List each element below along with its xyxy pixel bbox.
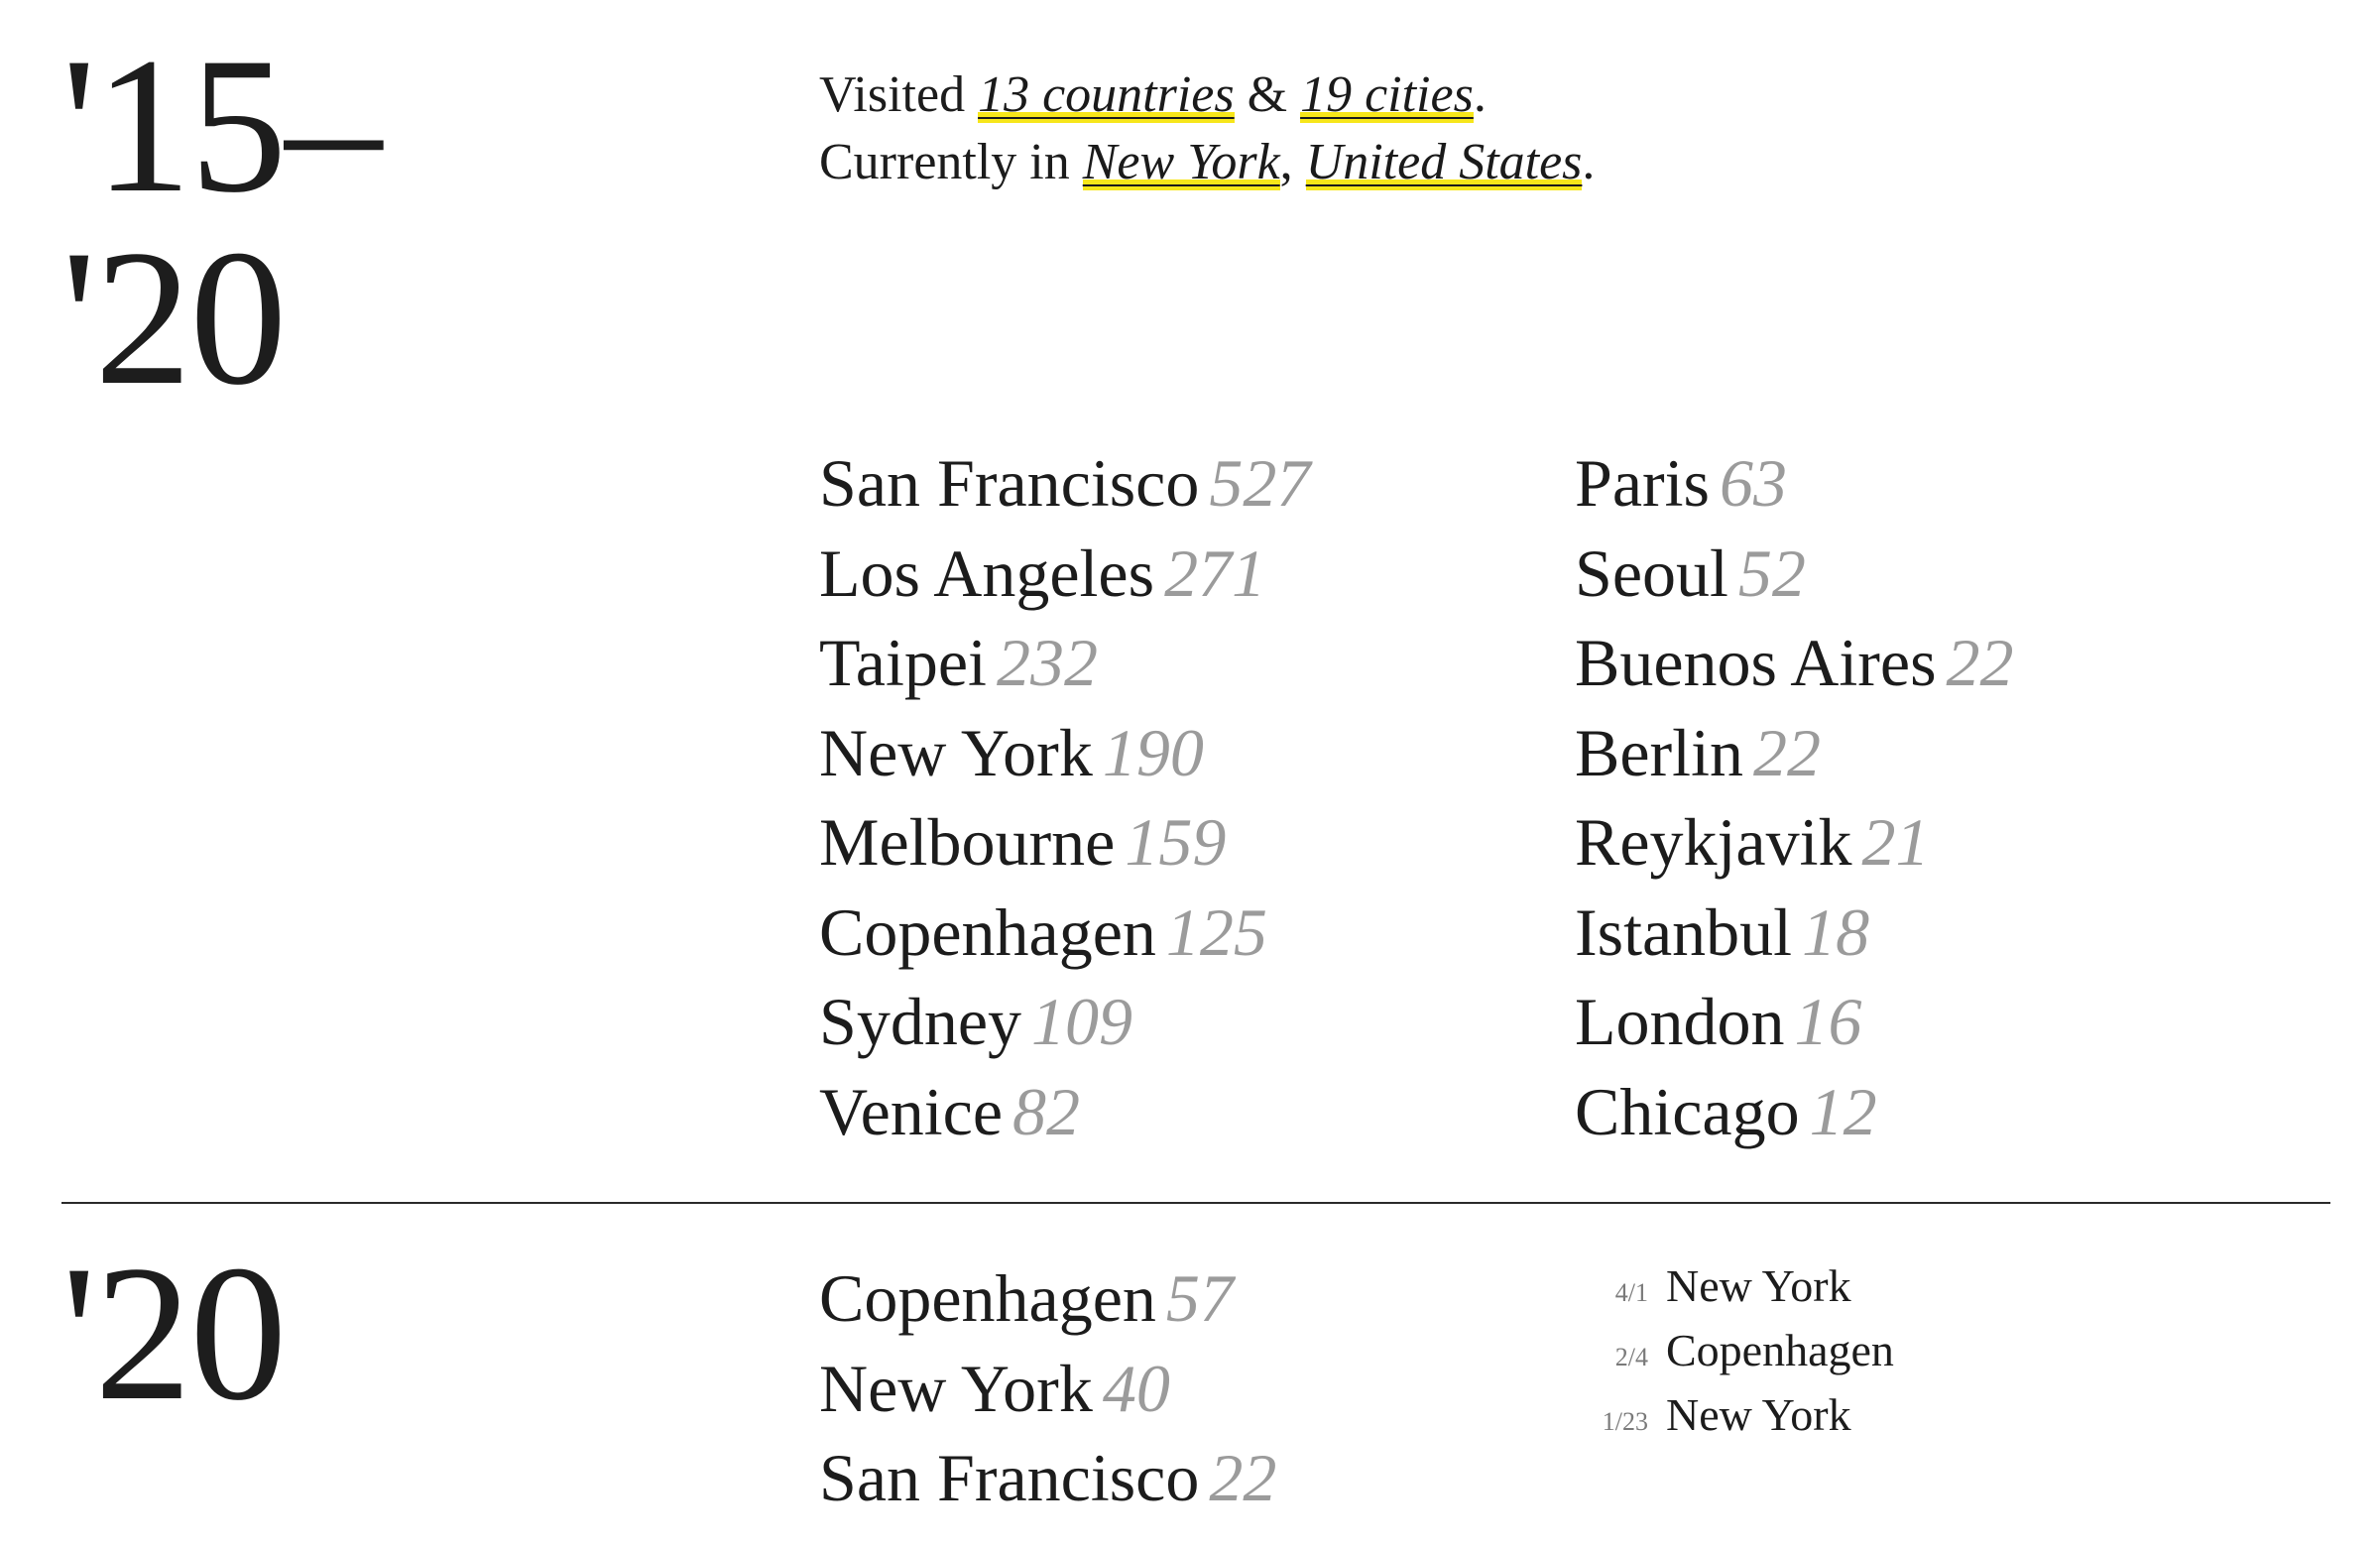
city-name: Los Angeles — [819, 535, 1155, 611]
city-list-item: Los Angeles 271 — [819, 529, 1310, 619]
city-name: Sydney — [819, 984, 1021, 1059]
city-list-item: Taipei 232 — [819, 618, 1310, 708]
city-list-item: Venice 82 — [819, 1067, 1310, 1157]
trip-log-2020: 4/1 New York 2/4 Copenhagen 1/23 New York — [1577, 1257, 1894, 1451]
city-name: San Francisco — [819, 445, 1200, 521]
trip-entry: 4/1 New York — [1577, 1257, 1894, 1322]
summary-ampersand: & — [1234, 66, 1301, 123]
summary-line-visited: Visited 13 countries & 19 cities. — [819, 61, 1595, 129]
city-day-count: 109 — [1031, 984, 1132, 1059]
trip-city: New York — [1666, 1260, 1851, 1311]
city-name: Reykjavik — [1575, 804, 1852, 880]
city-day-count: 527 — [1209, 445, 1311, 521]
city-list-item: Berlin 22 — [1575, 708, 2014, 798]
summary-currently-label: Currently in — [819, 134, 1083, 190]
trip-entry: 1/23 New York — [1577, 1386, 1894, 1451]
city-list-item: London 16 — [1575, 977, 2014, 1067]
city-name: San Francisco — [819, 1440, 1200, 1515]
city-list-item: Buenos Aires 22 — [1575, 618, 2014, 708]
city-day-count: 82 — [1012, 1073, 1081, 1149]
city-list-item: San Francisco 527 — [819, 438, 1310, 529]
city-list-2020: Copenhagen 57 New York 40 San Francisco 22 — [819, 1253, 1276, 1523]
city-day-count: 12 — [1809, 1073, 1877, 1149]
countries-count-link[interactable]: 13 countries — [978, 66, 1235, 123]
travel-summary: Visited 13 countries & 19 cities. Curren… — [819, 61, 1595, 196]
trip-entry: 2/4 Copenhagen — [1577, 1322, 1894, 1386]
city-day-count: 52 — [1737, 535, 1806, 611]
city-day-count: 271 — [1164, 535, 1266, 611]
city-list-item: Melbourne 159 — [819, 797, 1310, 888]
summary-line-current: Currently in New York, United States. — [819, 129, 1595, 196]
city-list-item: Paris 63 — [1575, 438, 2014, 529]
year-2020-label: '20 — [61, 1226, 287, 1441]
current-country-link[interactable]: United States — [1305, 134, 1583, 190]
trip-city: Copenhagen — [1666, 1325, 1894, 1375]
city-list-item: New York 190 — [819, 708, 1310, 798]
city-name: Melbourne — [819, 804, 1116, 880]
section-divider — [61, 1202, 2330, 1204]
city-name: Buenos Aires — [1575, 625, 1937, 700]
city-day-count: 21 — [1861, 804, 1930, 880]
current-city-link[interactable]: New York — [1082, 134, 1280, 190]
city-day-count: 16 — [1794, 984, 1862, 1059]
city-name: Venice — [819, 1073, 1004, 1149]
city-name: Copenhagen — [819, 1260, 1156, 1336]
city-list-item: Chicago 12 — [1575, 1067, 2014, 1157]
city-day-count: 18 — [1802, 893, 1870, 970]
trip-city: New York — [1666, 1389, 1851, 1440]
city-name: Copenhagen — [819, 893, 1156, 970]
city-day-count: 22 — [1946, 625, 2014, 700]
city-name: Chicago — [1575, 1073, 1800, 1149]
city-list-item: New York 40 — [819, 1344, 1276, 1434]
city-list-item: Istanbul 18 — [1575, 888, 2014, 978]
city-list-item: Copenhagen 125 — [819, 888, 1310, 978]
city-day-count: 125 — [1165, 893, 1267, 970]
city-name: London — [1575, 984, 1785, 1059]
city-list-item: Sydney 109 — [819, 977, 1310, 1067]
trip-date: 2/4 — [1614, 1343, 1648, 1371]
cities-count-link[interactable]: 19 cities — [1300, 66, 1474, 123]
city-day-count: 57 — [1165, 1260, 1234, 1336]
year-2020-heading: '20 — [61, 1226, 287, 1441]
city-day-count: 22 — [1752, 714, 1821, 790]
city-name: Berlin — [1575, 714, 1743, 790]
summary-period: . — [1582, 134, 1596, 190]
city-name: New York — [819, 1350, 1093, 1426]
summary-comma: , — [1279, 134, 1306, 190]
city-list-left: San Francisco 527 Los Angeles 271 Taipei 23… — [819, 438, 1310, 1156]
city-day-count: 22 — [1209, 1440, 1277, 1515]
city-list-item: Copenhagen 57 — [819, 1253, 1276, 1344]
city-list-item: San Francisco 22 — [819, 1433, 1276, 1523]
city-name: New York — [819, 714, 1093, 790]
city-name: Istanbul — [1575, 893, 1793, 970]
year-range-end: '20 — [61, 210, 287, 425]
city-list-item: Seoul 52 — [1575, 529, 2014, 619]
city-name: Seoul — [1575, 535, 1728, 611]
city-day-count: 159 — [1125, 804, 1227, 880]
trip-date: 1/23 — [1602, 1407, 1648, 1436]
summary-visited-label: Visited — [819, 66, 979, 123]
year-range-start: '15– — [61, 18, 382, 233]
city-day-count: 63 — [1720, 445, 1787, 521]
city-list-item: Reykjavik 21 — [1575, 797, 2014, 888]
city-day-count: 40 — [1102, 1350, 1170, 1426]
summary-period: . — [1473, 66, 1487, 123]
city-name: Taipei — [819, 625, 987, 700]
city-day-count: 232 — [996, 625, 1098, 700]
trip-date: 4/1 — [1614, 1278, 1648, 1307]
city-list-right: Paris 63 Seoul 52 Buenos Aires 22 Berlin 22 … — [1575, 438, 2014, 1156]
period-year-heading: '15– '20 — [61, 18, 382, 425]
city-day-count: 190 — [1102, 714, 1204, 790]
city-name: Paris — [1575, 445, 1710, 521]
